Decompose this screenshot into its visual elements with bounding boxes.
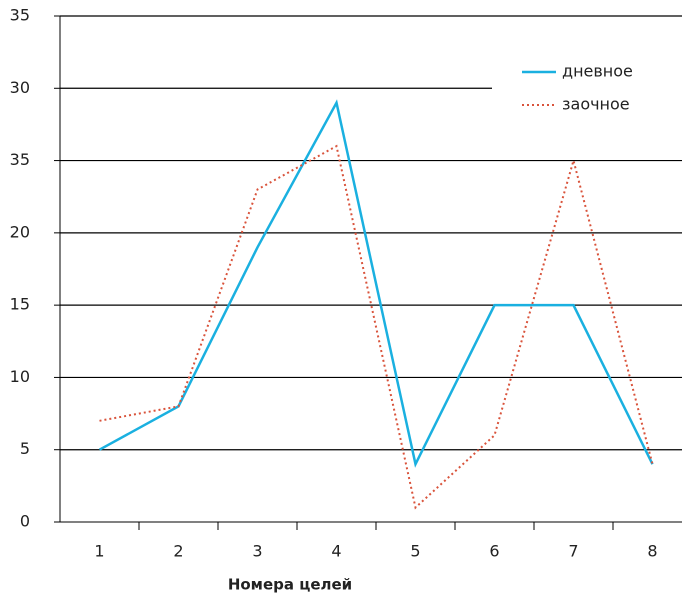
series-line (99, 144, 654, 510)
y-tick-label: 20 (10, 222, 30, 241)
legend-background (492, 40, 682, 148)
x-axis-title: Номера целей (228, 576, 352, 594)
y-tick-label: 15 (10, 295, 30, 314)
x-tick-label: 8 (647, 542, 657, 561)
x-tick-label: 7 (568, 542, 578, 561)
y-tick-label: 10 (10, 367, 30, 386)
x-tick-label: 6 (489, 542, 499, 561)
y-tick-label: 35 (10, 150, 30, 169)
x-tick-label: 5 (410, 542, 420, 561)
series-line (98, 99, 654, 468)
y-tick-label: 35 (10, 6, 30, 25)
x-tick-label: 4 (331, 542, 341, 561)
x-tick-label: 3 (252, 542, 262, 561)
x-tick-label: 2 (173, 542, 183, 561)
y-tick-label: 0 (20, 512, 30, 531)
legend-label: заочное (562, 95, 630, 114)
legend-label: дневное (562, 62, 633, 81)
y-tick-label: 5 (20, 439, 30, 458)
y-tick-label: 30 (10, 78, 30, 97)
x-tick-label: 1 (94, 542, 104, 561)
